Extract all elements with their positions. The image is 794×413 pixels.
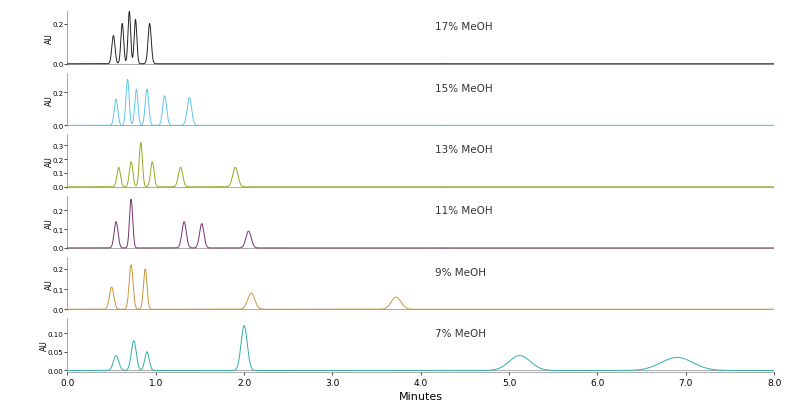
- Y-axis label: AU: AU: [44, 156, 54, 167]
- Y-axis label: AU: AU: [44, 33, 54, 44]
- Y-axis label: AU: AU: [44, 95, 54, 106]
- Y-axis label: AU: AU: [44, 217, 54, 228]
- Y-axis label: AU: AU: [40, 340, 49, 351]
- X-axis label: Minutes: Minutes: [399, 391, 443, 401]
- Text: 17% MeOH: 17% MeOH: [435, 22, 492, 32]
- Text: 9% MeOH: 9% MeOH: [435, 267, 486, 277]
- Text: 15% MeOH: 15% MeOH: [435, 83, 492, 93]
- Text: 7% MeOH: 7% MeOH: [435, 328, 486, 338]
- Text: 13% MeOH: 13% MeOH: [435, 145, 492, 155]
- Text: 11% MeOH: 11% MeOH: [435, 206, 492, 216]
- Y-axis label: AU: AU: [44, 278, 54, 289]
